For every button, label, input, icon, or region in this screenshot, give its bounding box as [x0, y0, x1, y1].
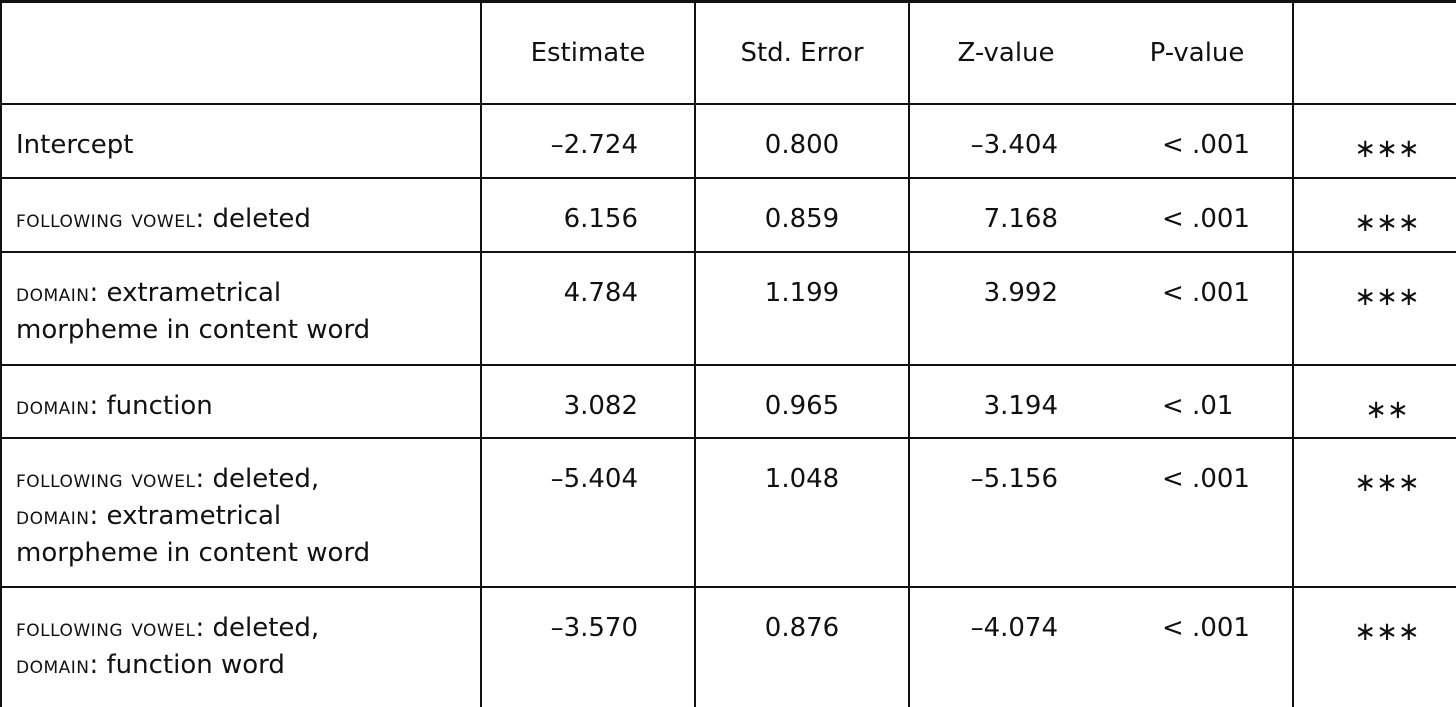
table-row: domain: extrametrical morpheme in content…	[0, 251, 1456, 365]
label-segment: : extrametrical	[89, 501, 282, 531]
value-cell: ∗∗∗	[1292, 586, 1456, 707]
value-cell: –3.404	[908, 103, 1102, 178]
label-line: domain: function word	[16, 647, 480, 684]
value-cell: –5.404	[480, 437, 695, 587]
value-cell: 6.156	[480, 177, 695, 252]
value-cell: ∗∗	[1292, 364, 1456, 438]
table-row: following vowel: deleted, domain: functio…	[0, 586, 1456, 707]
value-cell: 1.199	[694, 251, 909, 365]
label-segment: following vowel	[16, 614, 196, 642]
value-cell: < .001	[1102, 251, 1293, 365]
value-cell: < .001	[1102, 177, 1293, 252]
table-row: Intercept –2.724 0.800 –3.404 < .001 ∗∗∗	[0, 103, 1456, 178]
label-line: domain: extrametrical	[16, 275, 480, 312]
label-segment: : extrametrical	[89, 278, 282, 308]
label-segment: following vowel	[16, 205, 196, 233]
label-segment: following vowel	[16, 465, 196, 493]
label-segment: morpheme in content word	[16, 538, 371, 568]
header-cell: P-value	[1102, 0, 1293, 104]
row-label: following vowel: deleted	[0, 177, 481, 252]
value-cell: 0.859	[694, 177, 909, 252]
table-row: following vowel: deleted, domain: extrame…	[0, 437, 1456, 587]
value-cell: 0.800	[694, 103, 909, 178]
value-cell: ∗∗∗	[1292, 177, 1456, 252]
label-segment: domain	[16, 392, 90, 420]
value-cell: < .001	[1102, 437, 1293, 587]
value-cell: 0.965	[694, 364, 909, 438]
row-label: following vowel: deleted, domain: functio…	[0, 586, 481, 707]
value-cell: 4.784	[480, 251, 695, 365]
row-label: Intercept	[0, 103, 481, 178]
label-segment: : function	[89, 391, 213, 421]
table-row: domain: function 3.082 0.965 3.194 < .01 ∗∗	[0, 364, 1456, 438]
header-row: Estimate Std. Error Z-value P-value	[0, 0, 1456, 104]
label-segment: : deleted,	[195, 464, 320, 494]
header-cell	[1292, 0, 1456, 104]
value-cell: < .001	[1102, 586, 1293, 707]
label-segment: : deleted,	[195, 613, 320, 643]
value-cell: 0.876	[694, 586, 909, 707]
label-line: following vowel: deleted	[16, 201, 480, 238]
value-cell: 3.194	[908, 364, 1102, 438]
label-segment: : deleted	[195, 204, 311, 234]
label-segment: domain	[16, 651, 90, 679]
value-cell: –2.724	[480, 103, 695, 178]
label-line: Intercept	[16, 127, 480, 164]
row-label: domain: function	[0, 364, 481, 438]
label-line: domain: extrametrical	[16, 498, 480, 535]
value-cell: ∗∗∗	[1292, 437, 1456, 587]
value-cell: < .01	[1102, 364, 1293, 438]
table-row: following vowel: deleted 6.156 0.859 7.168 <…	[0, 177, 1456, 252]
row-label: domain: extrametrical morpheme in content…	[0, 251, 481, 365]
header-cell: Std. Error	[694, 0, 909, 104]
label-line: morpheme in content word	[16, 312, 480, 349]
header-cell: Estimate	[480, 0, 695, 104]
label-segment: Intercept	[16, 130, 134, 160]
row-label: following vowel: deleted, domain: extrame…	[0, 437, 481, 587]
label-segment: morpheme in content word	[16, 315, 371, 345]
value-cell: < .001	[1102, 103, 1293, 178]
label-segment: domain	[16, 502, 90, 530]
value-cell: ∗∗∗	[1292, 251, 1456, 365]
label-line: following vowel: deleted,	[16, 610, 480, 647]
value-cell: 3.082	[480, 364, 695, 438]
value-cell: 1.048	[694, 437, 909, 587]
header-cell: Z-value	[908, 0, 1102, 104]
value-cell: 3.992	[908, 251, 1102, 365]
label-line: morpheme in content word	[16, 535, 480, 572]
value-cell: –5.156	[908, 437, 1102, 587]
label-line: domain: function	[16, 388, 480, 425]
value-cell: –3.570	[480, 586, 695, 707]
value-cell: –4.074	[908, 586, 1102, 707]
label-segment: domain	[16, 279, 90, 307]
label-segment: : function word	[89, 650, 285, 680]
header-cell	[0, 0, 481, 104]
value-cell: 7.168	[908, 177, 1102, 252]
label-line: following vowel: deleted,	[16, 461, 480, 498]
value-cell: ∗∗∗	[1292, 103, 1456, 178]
